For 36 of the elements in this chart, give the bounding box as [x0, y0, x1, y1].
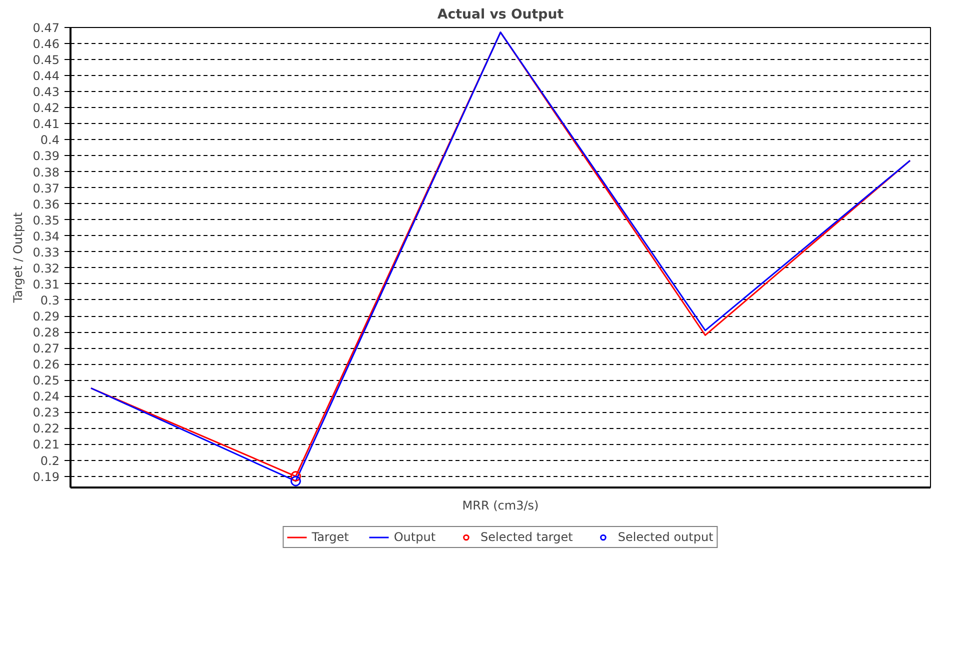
- y-tick-label: 0.36: [32, 197, 60, 212]
- y-tick-label: 0.2: [40, 454, 60, 468]
- y-tick-label: 0.28: [32, 326, 60, 340]
- y-tick-label: 0.25: [32, 374, 60, 388]
- y-tick-label: 0.39: [32, 149, 60, 164]
- y-tick-label: 0.32: [32, 261, 60, 276]
- y-tick-label: 0.31: [32, 277, 60, 292]
- y-tick-label: 0.26: [32, 358, 60, 372]
- y-tick-label: 0.21: [32, 438, 60, 452]
- y-tick-label: 0.34: [32, 229, 60, 244]
- y-tick-label: 0.42: [32, 101, 60, 116]
- x-axis-title: MRR (cm3/s): [462, 498, 539, 512]
- y-tick-label: 0.33: [32, 245, 60, 260]
- chart-title: Actual vs Output: [437, 8, 564, 22]
- legend-label: Selected output: [618, 530, 714, 544]
- legend-label: Target: [312, 530, 349, 544]
- y-tick-label: 0.37: [32, 181, 60, 196]
- y-tick-label: 0.35: [32, 213, 60, 228]
- y-tick-label: 0.45: [32, 53, 60, 68]
- y-tick-label: 0.24: [32, 390, 60, 404]
- y-tick-label: 0.27: [32, 342, 60, 356]
- y-tick-label: 0.43: [32, 85, 60, 100]
- y-tick-label: 0.44: [32, 69, 60, 84]
- y-tick-label: 0.41: [32, 117, 60, 132]
- y-tick-label: 0.23: [32, 406, 60, 420]
- legend-label: Selected target: [480, 530, 573, 544]
- y-tick-label: 0.46: [32, 37, 60, 52]
- y-tick-label: 0.47: [32, 21, 60, 35]
- y-tick-label: 0.38: [32, 165, 60, 180]
- legend-label: Output: [394, 530, 436, 544]
- y-axis-title: Target / Output: [10, 212, 25, 304]
- y-tick-label: 0.22: [32, 422, 60, 436]
- y-tick-label: 0.4: [40, 133, 60, 148]
- y-tick-label: 0.3: [40, 293, 60, 308]
- y-tick-label: 0.19: [32, 470, 60, 484]
- y-tick-label: 0.29: [32, 310, 60, 324]
